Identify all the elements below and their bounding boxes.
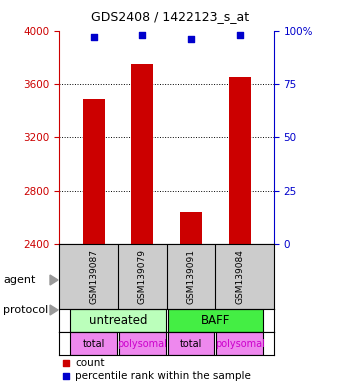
Bar bbox=[216, 332, 263, 355]
Bar bbox=[70, 332, 117, 355]
Text: total: total bbox=[82, 339, 105, 349]
Text: GSM139079: GSM139079 bbox=[138, 249, 147, 304]
Text: percentile rank within the sample: percentile rank within the sample bbox=[75, 371, 251, 381]
Point bbox=[139, 32, 145, 38]
Text: polysomal: polysomal bbox=[215, 339, 265, 349]
Text: GSM139091: GSM139091 bbox=[186, 249, 196, 304]
Point bbox=[188, 36, 194, 42]
Text: GSM139087: GSM139087 bbox=[89, 249, 98, 304]
Text: agent: agent bbox=[3, 275, 35, 285]
Bar bbox=[131, 64, 153, 244]
Bar bbox=[168, 332, 214, 355]
Bar bbox=[180, 212, 202, 244]
Bar bbox=[229, 77, 251, 244]
Bar bbox=[83, 99, 104, 244]
Text: polysomal: polysomal bbox=[117, 339, 167, 349]
Point bbox=[91, 34, 96, 40]
Point bbox=[63, 373, 69, 379]
Text: GSM139084: GSM139084 bbox=[235, 249, 244, 304]
Text: count: count bbox=[75, 358, 105, 368]
Polygon shape bbox=[50, 305, 58, 315]
Bar bbox=[168, 309, 263, 332]
Text: GDS2408 / 1422123_s_at: GDS2408 / 1422123_s_at bbox=[91, 10, 249, 23]
Bar bbox=[119, 332, 166, 355]
Point bbox=[237, 32, 242, 38]
Point bbox=[63, 360, 69, 366]
Text: untreated: untreated bbox=[89, 314, 147, 327]
Text: total: total bbox=[180, 339, 202, 349]
Text: protocol: protocol bbox=[3, 305, 48, 315]
Text: BAFF: BAFF bbox=[201, 314, 230, 327]
Bar bbox=[70, 309, 166, 332]
Polygon shape bbox=[50, 275, 58, 285]
